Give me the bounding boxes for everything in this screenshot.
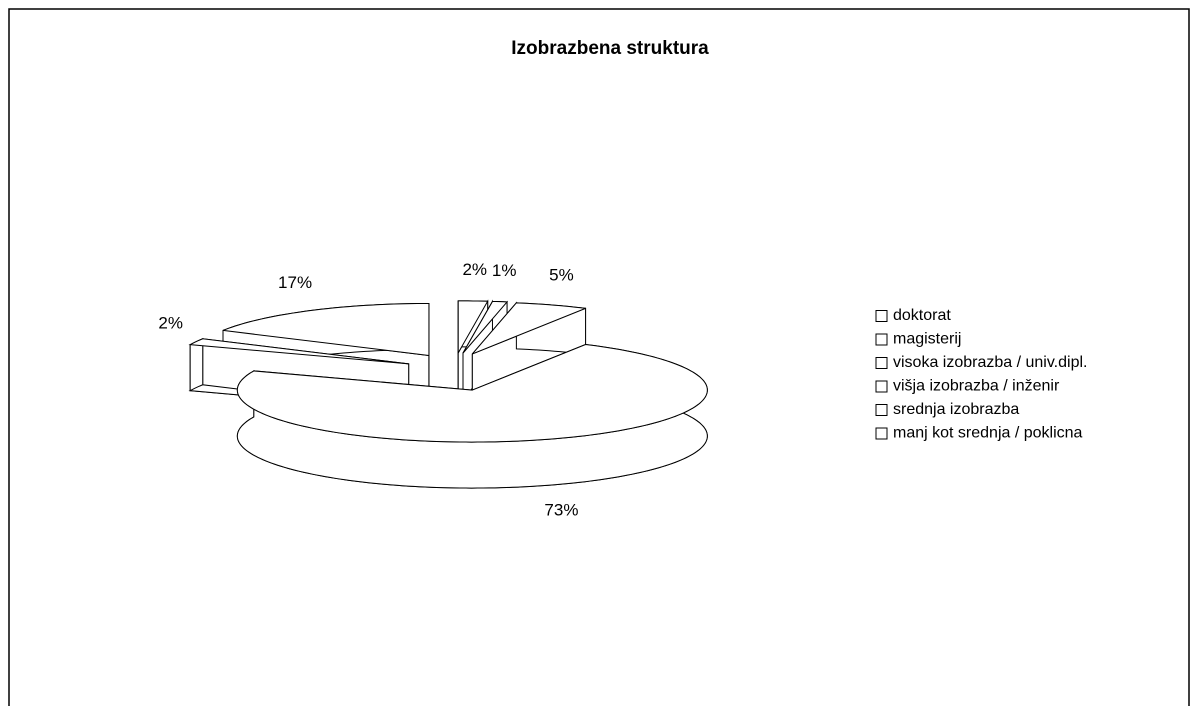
slice-top xyxy=(222,302,430,357)
data-label: 1% xyxy=(492,261,517,280)
slice-top xyxy=(188,338,409,365)
legend-swatch xyxy=(875,427,888,440)
slice-top xyxy=(462,300,509,354)
slice-top xyxy=(471,302,586,355)
slice-top xyxy=(457,300,489,355)
legend-swatch xyxy=(875,357,888,369)
chart-title: Izobrazbena struktura xyxy=(511,38,709,59)
legend-label: manj kot srednja / poklicna xyxy=(893,425,1083,442)
legend-swatch xyxy=(875,310,888,322)
legend-label: magisterij xyxy=(893,331,961,348)
legend-swatch xyxy=(875,333,888,346)
legend-label: visoka izobrazba / univ.dipl. xyxy=(893,354,1087,371)
legend-swatch xyxy=(875,404,888,416)
data-label: 2% xyxy=(158,313,183,332)
data-label: 2% xyxy=(462,260,487,279)
data-label: 5% xyxy=(549,265,574,284)
legend-label: višja izobrazba / inženir xyxy=(893,378,1060,395)
data-label: 73% xyxy=(544,501,578,520)
legend-label: srednja izobrazba xyxy=(893,401,1019,418)
legend-label: doktorat xyxy=(893,307,951,324)
slice-top xyxy=(236,343,708,443)
pie-slice xyxy=(236,343,708,489)
slice-side xyxy=(189,338,204,392)
data-label: 17% xyxy=(278,273,312,292)
legend-swatch xyxy=(875,380,888,393)
